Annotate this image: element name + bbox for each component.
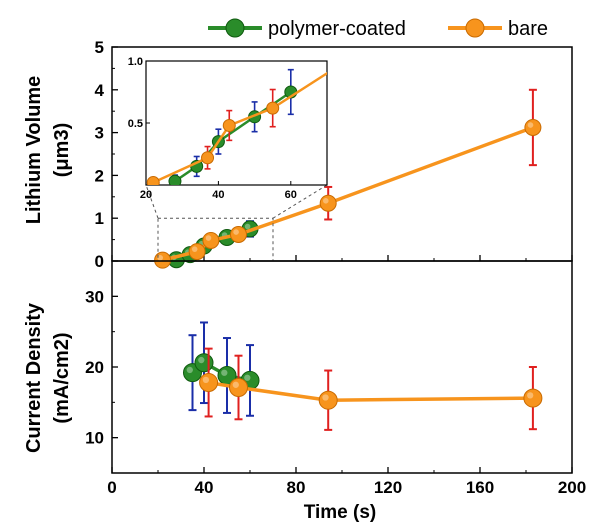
zoom-connector — [272, 184, 328, 219]
inset-xtick-label: 20 — [140, 189, 152, 201]
inset-ytick-label: 1.0 — [128, 56, 143, 68]
bottom-xtick-label: 200 — [558, 478, 586, 497]
top-bare-point-highlight — [157, 254, 163, 261]
top-bare-point — [188, 243, 206, 261]
bottom-ytick-label: 10 — [85, 429, 104, 448]
bottom-ytick-label: 30 — [85, 287, 104, 306]
top-ylabel-line1: Lithium Volume — [23, 76, 45, 225]
top-ylabel-line2: (μm3) — [51, 123, 73, 177]
top-bare-point — [524, 118, 542, 136]
bottom-bare-point — [229, 377, 248, 397]
legend-bare-marker — [465, 18, 485, 38]
top-bare-point-highlight — [205, 235, 212, 241]
top-bare-point — [154, 251, 172, 269]
bottom-xtick-label: 160 — [466, 478, 494, 497]
top-polymer-coated-point-highlight — [244, 223, 251, 230]
top-bare-point-highlight — [191, 246, 198, 252]
bottom-frame — [111, 260, 573, 474]
inset-bare-point — [201, 151, 215, 165]
legend-polymer-marker — [225, 18, 245, 38]
inset-bare-point — [222, 118, 236, 132]
bottom-polymer-coated-point — [194, 353, 214, 373]
bottom-polymer-coated-point-highlight — [186, 366, 193, 374]
legend-polymer-label: polymer-coated — [268, 18, 406, 40]
legend: polymer-coated bare — [208, 18, 548, 40]
bottom-polymer-coated-point-highlight — [198, 356, 205, 364]
x-axis-label: Time (s) — [304, 502, 377, 523]
inset-bare-point — [266, 101, 280, 115]
top-ytick-label: 1 — [95, 209, 104, 228]
top-bare-point-highlight — [527, 122, 534, 128]
zoom-box — [157, 217, 274, 262]
inset-bare-line — [152, 71, 327, 184]
bottom-xtick-label: 120 — [374, 478, 402, 497]
bottom-xtick-label: 80 — [287, 478, 306, 497]
top-bare-point — [230, 225, 247, 243]
bottom-bare-point — [523, 388, 543, 408]
bottom-bare-line — [208, 380, 533, 402]
top-ytick-label: 4 — [95, 81, 105, 100]
bottom-bare-point-highlight — [202, 376, 210, 383]
top-bare-point-highlight — [323, 198, 329, 204]
inset-panel: 0.5 1.0 20 40 60 — [128, 56, 328, 219]
top-panel: 0 1 2 3 4 5 — [95, 38, 573, 271]
inset-bare-point — [146, 176, 160, 185]
bottom-bare-point — [318, 390, 338, 410]
inset-xtick-label: 60 — [285, 189, 297, 201]
bottom-ylabel-line2: (mA/cm2) — [51, 332, 73, 423]
bottom-ytick-label: 20 — [85, 358, 104, 377]
top-ytick-label: 0 — [95, 252, 104, 271]
inset-ytick-label: 0.5 — [128, 118, 143, 130]
bottom-ylabel-line1: Current Density — [23, 302, 45, 453]
top-bare-point — [319, 194, 337, 212]
bottom-bare-point — [199, 373, 219, 393]
bottom-polymer-coated-point-highlight — [221, 369, 228, 376]
bottom-xtick-label: 0 — [107, 478, 116, 497]
top-bare-point-highlight — [233, 229, 239, 235]
top-ytick-label: 5 — [95, 38, 104, 57]
top-bare-point — [202, 231, 220, 249]
inset-plot-area — [146, 68, 327, 185]
top-ytick-label: 3 — [95, 124, 104, 143]
bottom-bare-point-highlight — [527, 392, 534, 399]
inset-xtick-label: 40 — [212, 189, 224, 201]
legend-bare-label: bare — [508, 18, 548, 40]
top-ytick-label: 2 — [95, 166, 104, 185]
bottom-bare-point-highlight — [232, 381, 239, 388]
bottom-polymer-coated-point-highlight — [244, 374, 251, 381]
bottom-bare-point-highlight — [322, 394, 329, 401]
inset-polymer-coated-point — [168, 174, 182, 185]
bottom-xtick-label: 40 — [195, 478, 214, 497]
bottom-panel: 10 20 30 0 40 80 120 160 200 — [85, 260, 586, 497]
